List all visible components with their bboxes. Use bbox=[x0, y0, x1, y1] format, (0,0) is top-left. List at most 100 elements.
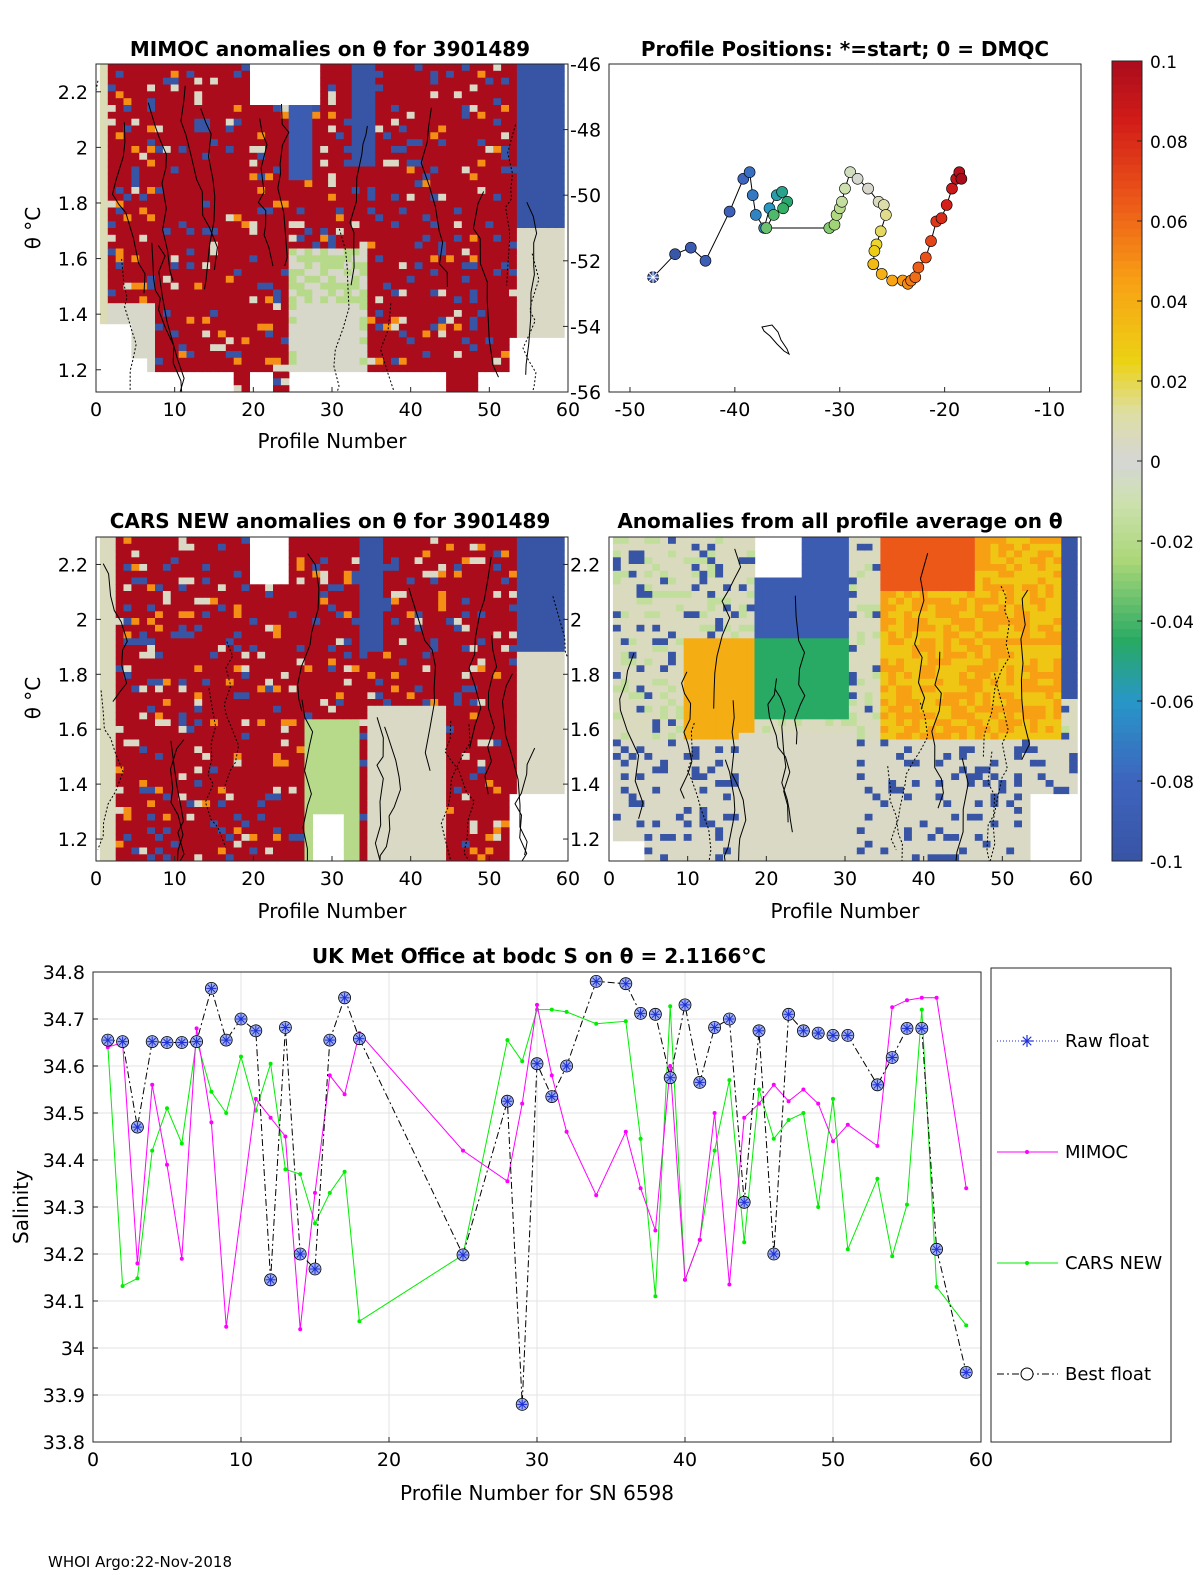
heatmap-cell bbox=[477, 827, 486, 835]
heatmap-cell bbox=[422, 692, 431, 700]
heatmap-cell bbox=[501, 234, 510, 243]
heatmap-cell bbox=[170, 638, 180, 646]
heatmap-cell bbox=[139, 604, 148, 612]
heatmap-cell bbox=[414, 786, 424, 795]
heatmap-cell bbox=[469, 840, 479, 849]
heatmap-cell bbox=[328, 98, 337, 106]
heatmap-cell bbox=[438, 166, 447, 174]
heatmap-cell bbox=[485, 604, 494, 612]
heatmap-cell bbox=[265, 618, 274, 626]
heatmap-cell bbox=[406, 98, 416, 106]
heatmap-cell bbox=[383, 793, 392, 801]
profile-position-point bbox=[875, 268, 888, 280]
heatmap-cell bbox=[178, 344, 188, 352]
heatmap-cell bbox=[383, 70, 392, 79]
heatmap-cell bbox=[162, 692, 172, 700]
heatmap-cell bbox=[147, 303, 156, 311]
heatmap-cell bbox=[469, 705, 479, 714]
heatmap-cell bbox=[107, 296, 117, 304]
heatmap-cell bbox=[422, 296, 431, 304]
heatmap-cell bbox=[398, 173, 408, 181]
heatmap-cell bbox=[501, 364, 510, 373]
heatmap-cell bbox=[241, 385, 250, 392]
heatmap-cell bbox=[265, 807, 274, 815]
heatmap-cell bbox=[351, 557, 361, 565]
heatmap-cell bbox=[202, 564, 211, 572]
heatmap-cell bbox=[147, 344, 156, 352]
heatmap-cell bbox=[107, 618, 117, 626]
heatmap-cell bbox=[170, 827, 180, 835]
heatmap-cell bbox=[422, 611, 431, 619]
heatmap-cell bbox=[170, 152, 180, 161]
heatmap-cell bbox=[367, 200, 376, 209]
heatmap-cell bbox=[155, 638, 164, 646]
heatmap-cell bbox=[107, 780, 117, 788]
heatmap-cell bbox=[304, 187, 313, 195]
heatmap-cell bbox=[147, 282, 156, 291]
heatmap-cell bbox=[186, 159, 195, 168]
heatmap-cell bbox=[123, 746, 132, 754]
y-tick-label: -56 bbox=[570, 382, 601, 404]
heatmap-cell bbox=[225, 248, 235, 256]
heatmap-cell bbox=[414, 597, 424, 606]
heatmap-cell bbox=[296, 173, 306, 181]
y-tick-label: 1.2 bbox=[58, 360, 88, 382]
heatmap-cell bbox=[170, 200, 180, 209]
heatmap-cell bbox=[194, 651, 203, 660]
heatmap-cell bbox=[123, 759, 132, 768]
heatmap-cell bbox=[430, 813, 439, 822]
heatmap-cell bbox=[139, 105, 148, 113]
heatmap-cell bbox=[280, 357, 290, 366]
heatmap-cell bbox=[430, 705, 439, 714]
heatmap-cell bbox=[210, 255, 219, 263]
heatmap-cell bbox=[430, 786, 439, 795]
heatmap-cell bbox=[367, 364, 376, 373]
heatmap-cell bbox=[288, 132, 298, 140]
heatmap-cell bbox=[477, 624, 486, 633]
heatmap-cell bbox=[131, 638, 140, 646]
heatmap-cell bbox=[288, 739, 298, 747]
x-tick-label: -20 bbox=[929, 399, 960, 421]
heatmap-cell bbox=[359, 840, 368, 849]
heatmap-cell bbox=[249, 719, 258, 727]
heatmap-cell bbox=[532, 84, 542, 92]
heatmap-cell bbox=[99, 705, 109, 714]
heatmap-cell bbox=[107, 234, 117, 243]
heatmap-cell bbox=[170, 820, 180, 828]
heatmap-cell bbox=[351, 665, 361, 673]
heatmap-cell bbox=[225, 753, 235, 761]
heatmap-cell bbox=[194, 665, 203, 673]
heatmap-cell bbox=[131, 773, 140, 781]
heatmap-cell bbox=[99, 712, 109, 720]
heatmap-cell bbox=[461, 712, 471, 720]
heatmap-cell bbox=[288, 364, 298, 373]
heatmap-cell bbox=[485, 364, 494, 373]
heatmap-cell bbox=[509, 275, 518, 284]
heatmap-cell bbox=[217, 854, 227, 861]
heatmap-cell bbox=[186, 330, 195, 338]
heatmap-cell bbox=[273, 296, 282, 304]
heatmap-cell bbox=[328, 766, 337, 774]
heatmap-cell bbox=[375, 753, 384, 761]
heatmap-cell bbox=[446, 766, 455, 774]
heatmap-cell bbox=[249, 364, 258, 373]
heatmap-cell bbox=[202, 316, 211, 325]
heatmap-cell bbox=[398, 753, 408, 761]
heatmap-cell bbox=[162, 834, 172, 842]
heatmap-cell bbox=[296, 275, 306, 284]
heatmap-cell bbox=[131, 766, 140, 774]
heatmap-cell bbox=[155, 651, 164, 660]
profile-position-point bbox=[935, 212, 948, 224]
heatmap-cell bbox=[375, 746, 384, 754]
heatmap-cell bbox=[461, 303, 471, 311]
heatmap-cell bbox=[383, 773, 392, 781]
heatmap-cell bbox=[556, 323, 565, 332]
heatmap-cell bbox=[257, 234, 266, 243]
heatmap-cell bbox=[414, 645, 424, 653]
heatmap-cell bbox=[532, 289, 542, 297]
cars-heatmap-cells bbox=[97, 537, 568, 861]
heatmap-cell bbox=[446, 214, 455, 222]
heatmap-cell bbox=[123, 631, 132, 639]
heatmap-cell bbox=[273, 732, 282, 741]
heatmap-cell bbox=[107, 739, 117, 747]
